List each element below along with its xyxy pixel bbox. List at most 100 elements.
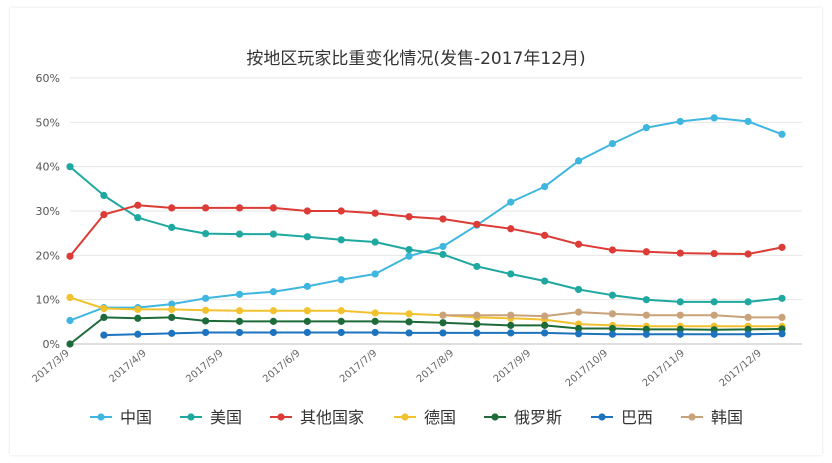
data-point [337, 328, 345, 337]
series-韩国 [439, 308, 786, 321]
data-point [676, 117, 684, 126]
data-point [439, 215, 447, 223]
legend-label: 其他国家 [300, 408, 364, 427]
y-tick-label: 60% [36, 72, 60, 85]
data-point [541, 321, 549, 329]
data-point [439, 242, 447, 251]
data-point [100, 331, 108, 339]
data-point [202, 328, 210, 337]
series-中国 [66, 114, 786, 325]
data-point [66, 340, 74, 348]
data-point [134, 214, 142, 222]
data-point [202, 317, 210, 325]
grid-lines [70, 77, 802, 345]
series-lines [66, 114, 786, 348]
x-tick-label: 2017/7/9 [338, 348, 379, 385]
data-point [676, 298, 684, 306]
data-point [134, 330, 142, 338]
data-point [507, 270, 515, 278]
chart-title: 按地区玩家比重变化情况(发售-2017年12月) [246, 49, 585, 69]
data-point [608, 246, 617, 254]
legend-swatch-dot [187, 413, 195, 421]
data-point [337, 207, 345, 215]
legend-swatch-dot [277, 413, 285, 421]
legend-item: 韩国 [681, 408, 743, 427]
line-chart: 按地区玩家比重变化情况(发售-2017年12月) 0% 10% 20% 30% 40% 5… [30, 49, 802, 427]
legend-label: 美国 [210, 408, 242, 427]
data-point [778, 294, 786, 302]
data-point [168, 300, 176, 308]
legend-item: 德国 [394, 408, 456, 427]
x-axis-ticks: 2017/3/9 2017/4/9 2017/5/9 2017/6/9 2017/7/9… [30, 348, 763, 389]
legend-item: 巴西 [591, 408, 653, 427]
data-point [269, 204, 278, 212]
x-tick-label: 2017/6/9 [261, 348, 302, 385]
data-point [744, 330, 752, 338]
data-point [202, 230, 210, 238]
x-tick-label: 2017/10/9 [564, 348, 610, 389]
data-point [608, 291, 617, 299]
data-point [541, 312, 549, 320]
data-point [405, 245, 413, 254]
data-point [269, 307, 278, 315]
data-point [642, 248, 650, 256]
data-point [100, 304, 108, 313]
data-point [608, 330, 617, 338]
data-point [676, 311, 684, 319]
data-point [371, 238, 379, 246]
data-point [507, 321, 515, 329]
data-point [608, 324, 617, 333]
x-tick-label: 2017/9/9 [492, 348, 533, 385]
chart-card: 按地区玩家比重变化情况(发售-2017年12月) 0% 10% 20% 30% 40% 5… [10, 8, 822, 455]
y-tick-label: 10% [36, 294, 60, 307]
data-point [473, 311, 481, 319]
data-point [608, 310, 617, 318]
x-tick-label: 2017/3/9 [30, 348, 71, 385]
data-point [371, 209, 379, 217]
data-point [168, 305, 176, 314]
data-point [439, 329, 447, 337]
data-point [744, 117, 752, 126]
data-point [269, 328, 278, 337]
data-point [405, 318, 413, 326]
data-point [66, 293, 74, 302]
data-point [100, 210, 108, 219]
data-point [371, 328, 379, 337]
data-point [337, 236, 345, 244]
series-line [69, 204, 783, 257]
data-point [303, 233, 311, 241]
x-tick-label: 2017/8/9 [415, 348, 456, 385]
data-point [371, 309, 379, 317]
data-point [371, 317, 379, 325]
data-point [574, 285, 583, 294]
x-tick-label: 2017/11/9 [641, 348, 687, 389]
data-point [541, 183, 549, 191]
data-point [574, 240, 583, 248]
legend-swatch-dot [97, 413, 105, 421]
data-point [303, 282, 311, 290]
legend-item: 其他国家 [270, 408, 364, 427]
series-line [69, 165, 783, 303]
data-point [202, 294, 210, 302]
data-point [473, 220, 481, 228]
legend-label: 德国 [424, 408, 456, 427]
data-point [303, 328, 311, 337]
legend-item: 俄罗斯 [484, 408, 562, 427]
data-point [134, 314, 142, 322]
data-point [744, 298, 752, 306]
legend-swatch-dot [491, 413, 499, 421]
series-line [69, 296, 782, 328]
data-point [235, 328, 244, 337]
y-tick-label: 20% [36, 249, 60, 262]
y-tick-label: 0% [43, 338, 60, 351]
legend-item: 美国 [180, 408, 242, 427]
data-point [269, 317, 278, 325]
data-point [473, 329, 481, 337]
data-point [574, 330, 583, 338]
data-point [337, 307, 345, 315]
y-tick-label: 30% [36, 205, 60, 218]
data-point [744, 313, 752, 321]
data-point [541, 329, 549, 337]
data-point [66, 163, 74, 171]
data-point [574, 157, 583, 165]
